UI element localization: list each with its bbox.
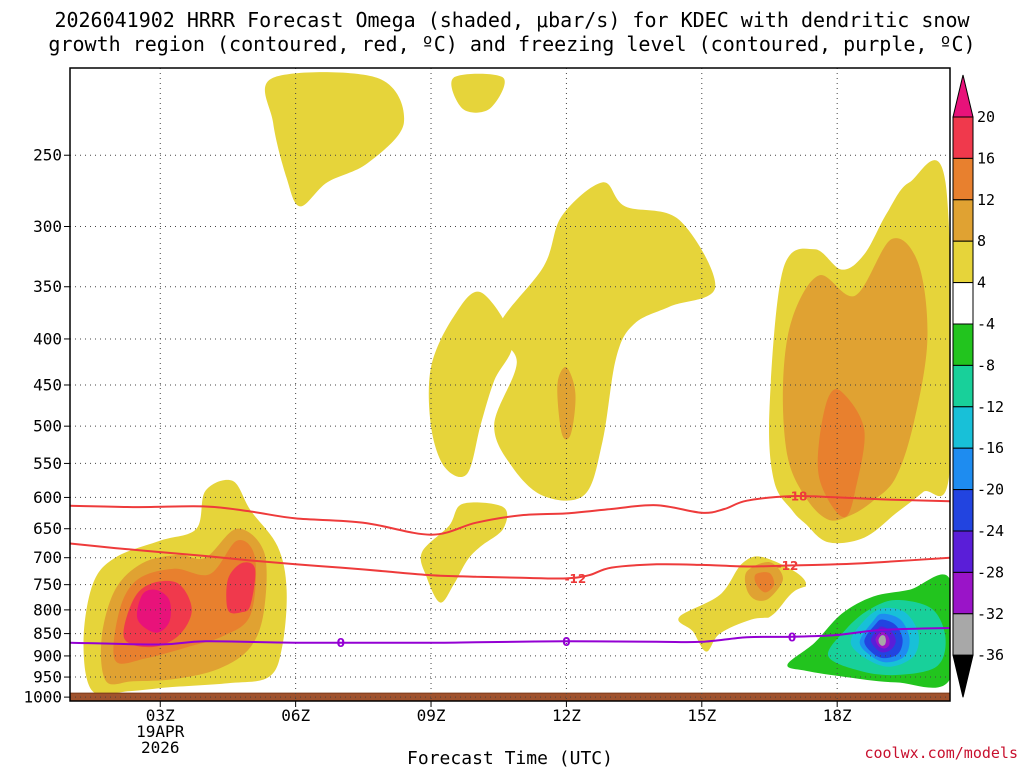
y-tick-label: 800 (33, 600, 62, 619)
omega-region-downward-motion (543, 582, 608, 625)
colorbar-label: -4 (977, 315, 995, 333)
credit-text[interactable]: coolwx.com/models (864, 744, 1018, 762)
contour-label: 0 (788, 630, 796, 644)
colorbar-bin (952, 489, 974, 532)
colorbar-bin (952, 116, 974, 159)
omega-region-downward-motion-lower-right (878, 635, 886, 646)
contour-label: 0 (337, 636, 345, 650)
contour-label: -12 (565, 572, 587, 586)
colorbar-bin (952, 447, 974, 491)
omega-region-downward-motion (837, 119, 843, 189)
y-tick-label: 250 (33, 146, 62, 165)
colorbar-bin (952, 323, 974, 366)
colorbar-label: -8 (977, 356, 995, 374)
colorbar-label: 8 (977, 232, 986, 250)
colorbar-label: -20 (977, 481, 1004, 499)
omega-region-upward-motion-lower-left (136, 589, 171, 633)
x-tick-year: 2026 (141, 738, 180, 757)
colorbar-label: 20 (977, 108, 995, 126)
colorbar-bin (952, 571, 974, 615)
omega-region-upward-motion-right (754, 572, 775, 593)
colorbar-label: -36 (977, 646, 1004, 664)
grid-lines (70, 68, 950, 701)
x-tick-date: 19APR (136, 722, 185, 741)
y-tick-label: 700 (33, 548, 62, 567)
omega-region-upward-motion-mid-right (494, 182, 716, 501)
omega-region-upward-motion-lower-left (226, 562, 256, 614)
colorbar-label: -28 (977, 563, 1004, 581)
chart-title-line1: 2026041902 HRRR Forecast Omega (shaded, … (54, 8, 970, 32)
y-tick-label: 300 (33, 217, 62, 236)
y-tick-label: 400 (33, 329, 62, 348)
y-tick-label: 900 (33, 646, 62, 665)
temperature-contours (70, 494, 950, 646)
colorbar-bin (952, 613, 974, 656)
colorbar-bin (952, 364, 974, 408)
x-tick-label: 18Z (823, 706, 852, 725)
y-tick-label: 1000 (23, 688, 62, 707)
contour-label: -12 (777, 559, 799, 573)
x-tick-label: 06Z (281, 706, 310, 725)
colorbar: 20 16 12 8 4 -4 -8 -12 -16 -20 -24 -28 -32 -36 (952, 74, 1004, 698)
x-tick-label: 09Z (417, 706, 446, 725)
colorbar-bin (952, 157, 974, 201)
omega-region-downward-motion (733, 345, 761, 501)
colorbar-label: -32 (977, 605, 1004, 623)
contour-dgz-upper (70, 494, 950, 536)
chart-title-line2: growth region (contoured, red, ºC) and f… (48, 32, 975, 56)
x-axis-label: Forecast Time (UTC) (407, 748, 613, 768)
colorbar-label: -24 (977, 522, 1004, 540)
omega-region-upward-motion-top-left (264, 72, 405, 207)
y-tick-label: 600 (33, 488, 62, 507)
y-tick-label: 550 (33, 454, 62, 473)
colorbar-bin (952, 530, 974, 573)
y-tick-label: 950 (33, 668, 62, 687)
contour-label: 0 (562, 635, 570, 649)
colorbar-over-arrow (952, 74, 974, 118)
omega-region-upward-motion-mid (420, 502, 508, 603)
y-tick-label: 650 (33, 519, 62, 538)
x-tick-label: 12Z (552, 706, 581, 725)
y-tick-label: 750 (33, 575, 62, 594)
omega-region-downward-motion (237, 302, 369, 433)
omega-region-upward-motion-upper-right (817, 389, 865, 518)
omega-region-downward-motion (379, 572, 389, 595)
x-tick-label: 15Z (687, 706, 716, 725)
colorbar-bin (952, 406, 974, 449)
omega-region-downward-motion (462, 625, 485, 650)
colorbar-label: -12 (977, 398, 1004, 416)
y-axis: 250 300 350 400 450 500 550 600 650 700 750 800 850 9… (23, 146, 70, 707)
colorbar-label: 12 (977, 191, 995, 209)
omega-shading (83, 72, 950, 698)
colorbar-bin (952, 199, 974, 242)
omega-region-downward-motion (155, 418, 165, 478)
omega-region-upward-motion-mid (428, 291, 513, 478)
x-tick-label: 03Z (146, 706, 175, 725)
y-tick-label: 850 (33, 624, 62, 643)
contour-freezing-level (70, 627, 950, 646)
y-tick-label: 450 (33, 375, 62, 394)
colorbar-label: -16 (977, 439, 1004, 457)
y-tick-label: 350 (33, 277, 62, 296)
colorbar-bin (952, 282, 974, 325)
omega-region-downward-motion (469, 164, 481, 214)
omega-region-upward-motion-top-mid (451, 73, 505, 113)
y-tick-label: 500 (33, 417, 62, 436)
contour-labels: -18 -12 -12 0 0 0 (337, 490, 808, 651)
contour-label: -18 (786, 490, 808, 504)
colorbar-label: 4 (977, 274, 986, 292)
contour-dgz-lower (70, 542, 950, 580)
colorbar-under-arrow (952, 654, 974, 698)
colorbar-bin (952, 240, 974, 284)
colorbar-label: 16 (977, 149, 995, 167)
